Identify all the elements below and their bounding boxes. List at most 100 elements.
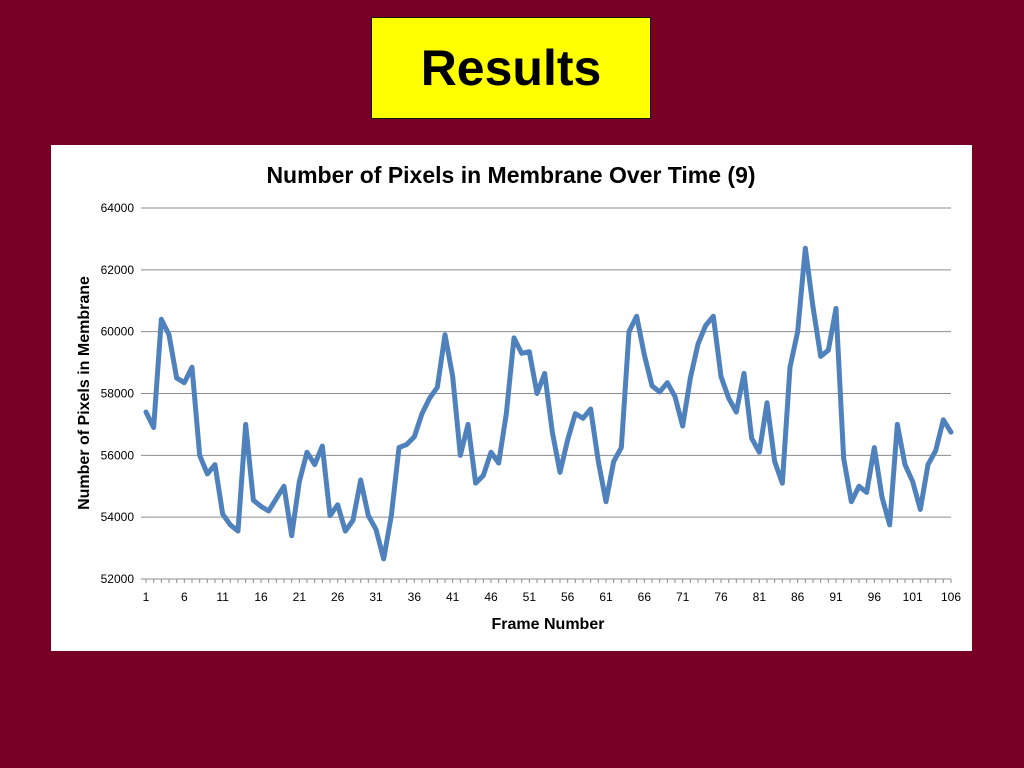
data-point <box>504 411 508 416</box>
x-tick-label: 91 <box>829 590 843 604</box>
data-point <box>466 422 470 427</box>
data-point <box>274 497 278 501</box>
data-point <box>642 353 646 357</box>
data-point <box>144 410 148 414</box>
series-line <box>143 245 954 562</box>
data-point <box>903 463 907 467</box>
y-tick-label: 54000 <box>101 510 135 524</box>
data-point <box>596 459 600 464</box>
data-point <box>895 422 899 427</box>
data-point <box>780 481 784 485</box>
line-chart: Number of Pixels in Membrane Over Time (… <box>76 162 961 633</box>
y-tick-label: 58000 <box>101 387 135 401</box>
data-point <box>627 330 631 334</box>
data-point <box>926 463 930 467</box>
data-point <box>366 514 370 518</box>
data-point <box>167 333 171 337</box>
chart-title: Number of Pixels in Membrane Over Time (… <box>266 162 755 188</box>
x-tick-label: 1 <box>143 590 150 604</box>
data-point <box>512 336 516 340</box>
x-tick-label: 96 <box>868 590 882 604</box>
x-tick-label: 26 <box>331 590 345 604</box>
x-tick-label: 36 <box>408 590 422 604</box>
x-tick-label: 21 <box>293 590 307 604</box>
data-point <box>374 527 378 532</box>
data-point <box>320 444 324 448</box>
data-point <box>313 463 317 467</box>
data-point <box>719 374 723 379</box>
data-point <box>704 323 708 328</box>
data-point <box>236 529 240 533</box>
data-point <box>742 371 746 376</box>
slide-title: Results <box>420 40 602 96</box>
y-axis-ticks: 52000 54000 56000 58000 60000 62000 64000 <box>101 201 146 586</box>
data-point <box>865 490 869 495</box>
data-point <box>474 481 478 485</box>
data-point <box>803 246 807 250</box>
x-axis-ticks: 1 6 11 16 21 26 31 36 41 46 51 56 61 66 71 76 81 86 91 96 10… <box>143 579 961 604</box>
chart-panel: Number of Pixels in Membrane Over Time (… <box>51 145 972 651</box>
data-point <box>397 446 401 450</box>
data-point <box>750 436 754 440</box>
data-point <box>251 498 255 502</box>
data-point <box>198 453 202 457</box>
data-point <box>612 459 616 464</box>
data-point <box>389 514 393 518</box>
data-point <box>228 523 232 527</box>
x-tick-label: 31 <box>369 590 383 604</box>
y-axis-title: Number of Pixels in Membrane <box>76 276 93 510</box>
data-point <box>405 442 409 447</box>
data-point <box>558 470 562 474</box>
y-tick-label: 62000 <box>101 263 135 277</box>
x-tick-label: 61 <box>599 590 613 604</box>
data-point <box>328 514 332 518</box>
data-point <box>566 438 570 442</box>
series-group <box>143 245 954 562</box>
data-point <box>696 342 700 346</box>
x-tick-label: 76 <box>714 590 728 604</box>
data-point <box>727 396 731 400</box>
data-point <box>665 381 669 385</box>
data-point <box>481 473 485 478</box>
data-point <box>497 461 501 465</box>
data-point <box>159 317 163 321</box>
y-tick-label: 60000 <box>101 325 135 339</box>
data-point <box>757 450 761 454</box>
data-point <box>305 450 309 454</box>
data-point <box>420 411 424 416</box>
data-point <box>673 394 677 399</box>
data-point <box>290 534 294 538</box>
y-tick-label: 56000 <box>101 448 135 462</box>
data-point <box>359 478 363 482</box>
x-tick-label: 56 <box>561 590 575 604</box>
data-point <box>213 463 217 467</box>
data-point <box>711 314 715 318</box>
data-point <box>619 446 623 450</box>
data-point <box>911 480 915 484</box>
data-point <box>658 390 662 394</box>
data-point <box>765 401 769 405</box>
data-point <box>451 374 455 379</box>
data-point <box>811 305 815 309</box>
x-tick-label: 46 <box>484 590 498 604</box>
data-point <box>267 509 271 513</box>
data-point <box>175 376 179 380</box>
data-point <box>382 557 386 561</box>
data-point <box>543 371 547 376</box>
data-point <box>941 418 945 422</box>
data-point <box>581 416 585 420</box>
data-point <box>688 376 692 380</box>
x-tick-label: 86 <box>791 590 805 604</box>
data-point <box>336 503 340 507</box>
x-tick-label: 101 <box>903 590 923 604</box>
data-point <box>573 411 577 416</box>
data-point <box>734 410 738 414</box>
data-point <box>205 472 209 476</box>
x-tick-label: 16 <box>254 590 268 604</box>
x-tick-label: 81 <box>753 590 767 604</box>
data-point <box>428 396 432 400</box>
data-point <box>849 500 853 504</box>
data-point <box>635 314 639 318</box>
data-point <box>796 330 800 334</box>
data-point <box>297 480 301 484</box>
